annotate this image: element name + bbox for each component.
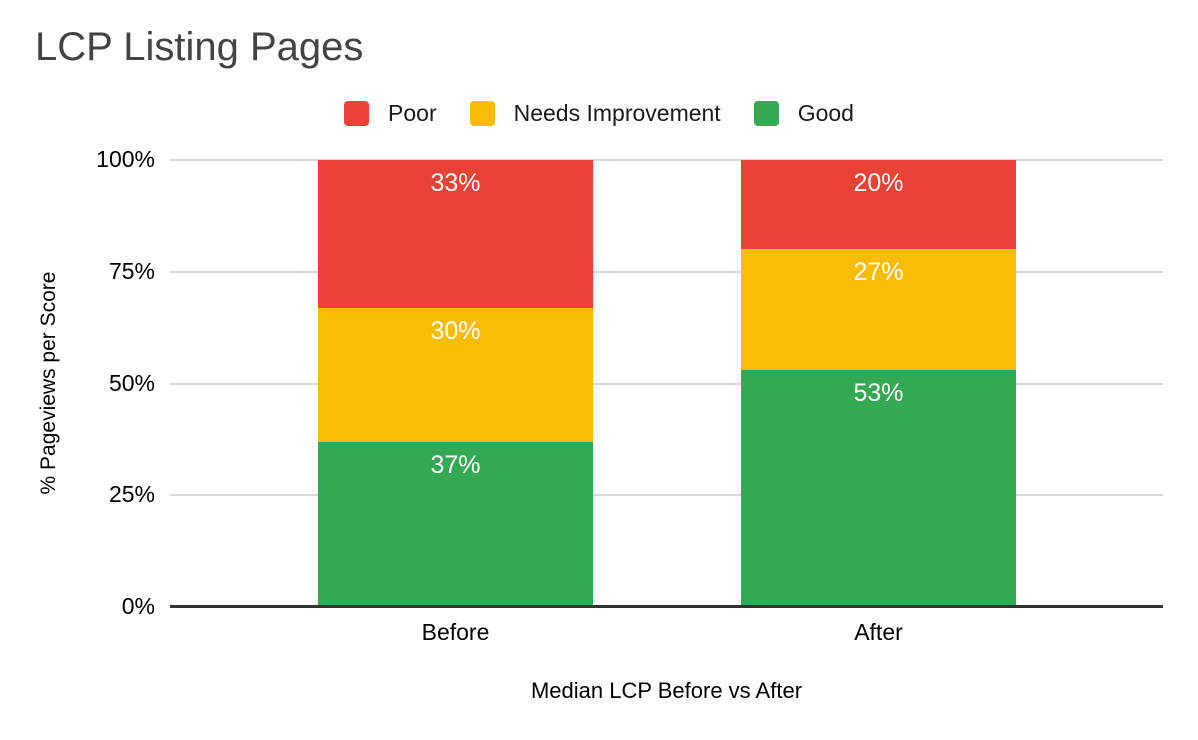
y-tick-25: 25% [108, 481, 155, 507]
data-label-after-good: 53% [853, 379, 904, 408]
legend-item-good: Good [753, 100, 854, 126]
y-tick-100: 100% [96, 146, 155, 172]
x-label-before: Before [421, 619, 490, 645]
legend-label-needs-improvement: Needs Improvement [513, 100, 721, 126]
data-label-before-good: 37% [430, 450, 481, 479]
segment-after-poor: 20% [741, 160, 1016, 250]
y-tick-0: 0% [121, 593, 155, 619]
legend: Poor Needs Improvement Good [0, 101, 1198, 126]
gridline-75 [170, 271, 1163, 273]
legend-label-poor: Poor [388, 100, 437, 126]
plot-area: 33% 30% 37% 20% 27% 53% [170, 159, 1163, 608]
data-label-after-poor: 20% [853, 169, 904, 197]
data-label-after-needs-improvement: 27% [853, 258, 904, 287]
legend-swatch-needs-improvement-icon [469, 101, 495, 126]
bar-after: 20% 27% 53% [741, 160, 1016, 607]
y-tick-75: 75% [108, 258, 155, 284]
y-axis-title: % Pageviews per Score [37, 271, 60, 495]
segment-after-needs-improvement: 27% [741, 249, 1016, 371]
x-axis-labels: Before After [0, 619, 1198, 650]
chart-title: LCP Listing Pages [35, 25, 364, 69]
data-label-before-poor: 33% [430, 169, 481, 197]
gridline-100 [170, 159, 1163, 161]
segment-after-good: 53% [741, 370, 1016, 607]
data-label-before-needs-improvement: 30% [430, 316, 481, 345]
gridline-50 [170, 383, 1163, 385]
segment-before-good: 37% [318, 441, 593, 607]
bar-before: 33% 30% 37% [318, 160, 593, 607]
legend-item-needs-improvement: Needs Improvement [469, 100, 721, 126]
legend-swatch-poor-icon [344, 101, 370, 126]
legend-swatch-good-icon [753, 101, 779, 126]
y-tick-50: 50% [108, 370, 155, 396]
x-axis-title: Median LCP Before vs After [530, 678, 803, 703]
legend-item-poor: Poor [344, 101, 437, 126]
legend-label-good: Good [797, 100, 854, 126]
segment-before-needs-improvement: 30% [318, 307, 593, 442]
segment-before-poor: 33% [318, 160, 593, 308]
gridline-25 [170, 494, 1163, 496]
x-label-after: After [854, 619, 903, 645]
gridline-0 [170, 605, 1163, 608]
